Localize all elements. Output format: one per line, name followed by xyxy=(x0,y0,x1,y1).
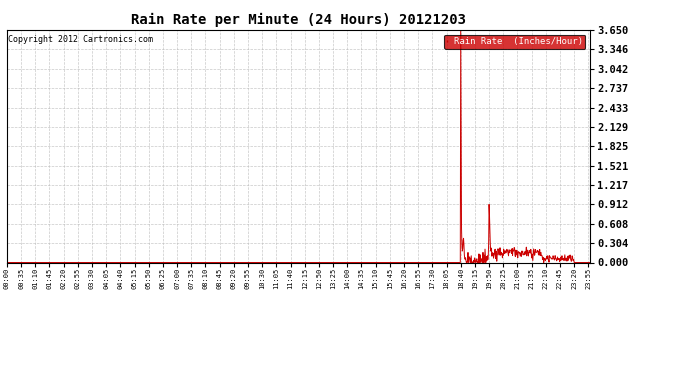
Legend: Rain Rate  (Inches/Hour): Rain Rate (Inches/Hour) xyxy=(444,34,585,49)
Text: Copyright 2012 Cartronics.com: Copyright 2012 Cartronics.com xyxy=(8,34,153,44)
Title: Rain Rate per Minute (24 Hours) 20121203: Rain Rate per Minute (24 Hours) 20121203 xyxy=(131,13,466,27)
